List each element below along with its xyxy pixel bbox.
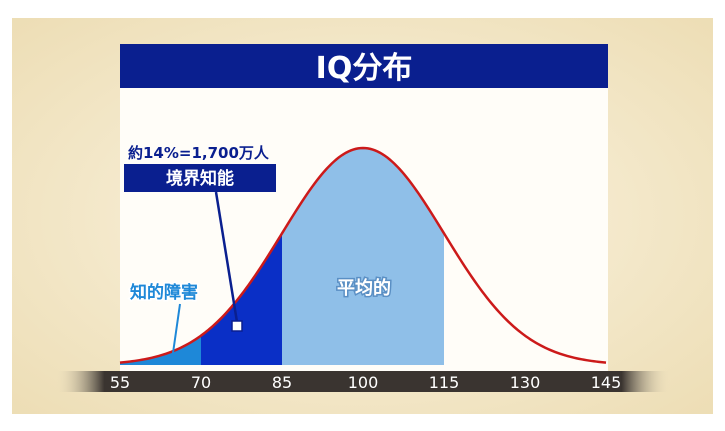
x-tick-label-85: 85 [272, 373, 292, 392]
borderline-stat-label: 約14%=1,700万人 [128, 144, 270, 162]
x-tick-label-145: 145 [591, 373, 622, 392]
disability-label: 知的障害 [129, 282, 198, 303]
average-label: 平均的 [337, 277, 391, 299]
chart-title: IQ分布 [316, 51, 413, 86]
x-tick-label-55: 55 [110, 373, 130, 392]
title-bar [120, 44, 608, 88]
bell-curve [119, 146, 607, 364]
x-axis-ticks: 55 70 85 100 115 130 145 [110, 373, 621, 392]
x-tick-label-115: 115 [429, 373, 460, 392]
x-tick-label-100: 100 [348, 373, 379, 392]
borderline-pointer-marker [231, 320, 243, 332]
borderline-label-box [124, 164, 276, 192]
x-axis-band [55, 371, 671, 392]
borderline-label: 境界知能 [166, 168, 234, 189]
disability-pointer [171, 303, 181, 361]
x-tick-label-70: 70 [191, 373, 211, 392]
region-average [282, 148, 444, 365]
borderline-pointer [214, 191, 239, 323]
region-intellectual-disability [120, 335, 201, 365]
x-tick-label-130: 130 [510, 373, 541, 392]
